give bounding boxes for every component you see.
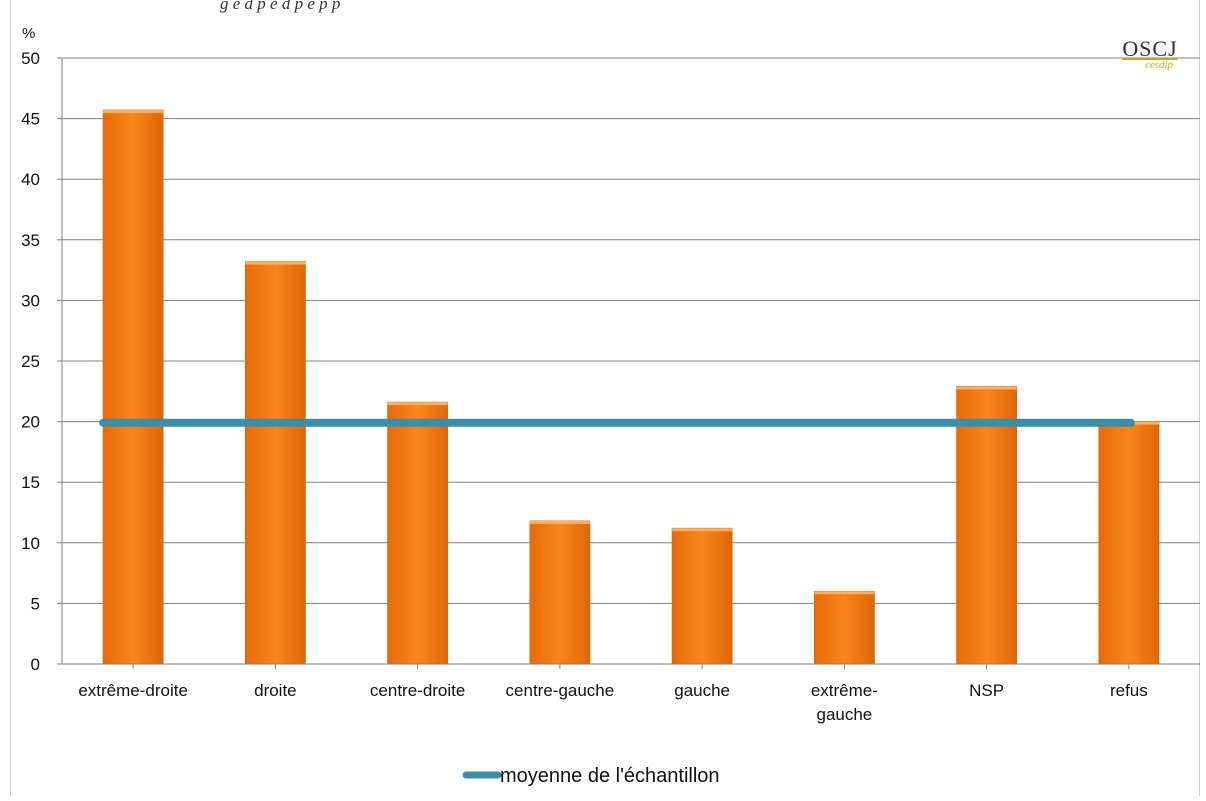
axis-layer: 0 5 10 15 20 25 30 35 40 45 50% extrême-droite droit… <box>21 25 1200 724</box>
x-category-label: gauche <box>674 681 730 700</box>
oscj-logo: OSCJ cesdip <box>1110 36 1190 71</box>
x-category-label: refus <box>1110 681 1148 700</box>
figure-caption: g e d p e d p e p p <box>220 0 341 13</box>
bar-centre-droite <box>387 401 449 665</box>
x-category-label: gauche <box>816 705 872 724</box>
y-tick-label: 0 <box>31 655 40 674</box>
bar-top-highlight <box>672 528 733 532</box>
x-category-label: extrême-droite <box>78 681 188 700</box>
bar-top-highlight <box>245 261 306 265</box>
bar-gauche <box>671 527 733 665</box>
bar-top-highlight <box>814 591 875 595</box>
y-tick-label: 20 <box>21 413 40 432</box>
bar-droite <box>244 261 306 665</box>
bars-layer <box>102 109 1160 665</box>
x-category-label: extrême- <box>811 681 878 700</box>
y-tick-label: 10 <box>21 534 40 553</box>
logo-sub-text: cesdip <box>1144 59 1174 71</box>
bar-centre-gauche <box>529 520 591 665</box>
y-tick-label: 30 <box>21 291 40 310</box>
legend-label-mean: moyenne de l'échantillon <box>500 765 720 787</box>
page-edge-left <box>10 0 11 796</box>
bar-top-highlight <box>387 402 448 406</box>
y-axis-label: % <box>22 25 35 42</box>
x-category-label: centre-droite <box>370 681 465 700</box>
bar-top-highlight <box>103 110 164 114</box>
y-tick-label: 15 <box>21 473 40 492</box>
page-edge-right <box>1199 0 1200 796</box>
y-tick-label: 50 <box>21 49 40 68</box>
bar-top-highlight <box>956 386 1017 390</box>
y-tick-label: 45 <box>21 110 40 129</box>
y-tick-label: 40 <box>21 170 40 189</box>
y-tick-label: 35 <box>21 231 40 250</box>
x-category-label: NSP <box>969 681 1004 700</box>
x-category-label: centre-gauche <box>506 681 615 700</box>
bar-refus <box>1098 421 1160 665</box>
logo-main-text: OSCJ <box>1122 36 1178 61</box>
x-category-label: droite <box>254 681 297 700</box>
legend: moyenne de l'échantillon <box>462 765 720 787</box>
y-tick-label: 25 <box>21 352 40 371</box>
bar-top-highlight <box>529 520 590 524</box>
bar-extrême-droite <box>102 109 164 665</box>
grid-layer <box>62 57 1200 604</box>
bar-extrême-gauche <box>813 590 875 665</box>
y-tick-label: 5 <box>31 594 40 613</box>
bar-NSP <box>956 386 1018 665</box>
